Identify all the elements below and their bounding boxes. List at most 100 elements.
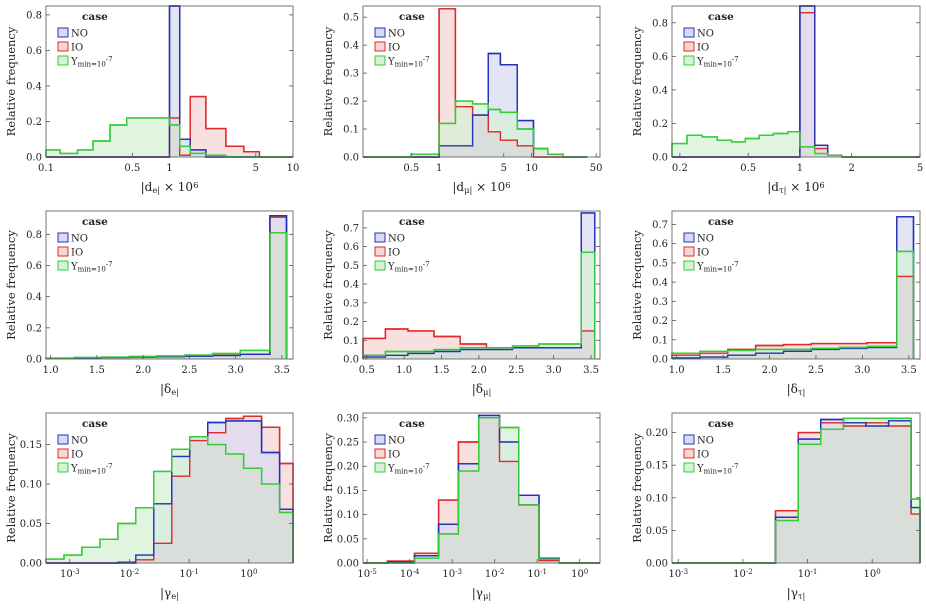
legend-label-io: IO xyxy=(388,248,400,259)
x-tick-label: 1 xyxy=(797,163,803,174)
x-tick-label: 0.5 xyxy=(124,163,140,174)
y-tick-label: 0.05 xyxy=(337,534,359,545)
legend-title: case xyxy=(708,11,734,23)
y-tick-label: 0.05 xyxy=(20,519,42,530)
y-tick-label: 0.3 xyxy=(343,69,359,80)
legend-swatch-no xyxy=(374,232,386,243)
x-tick-label: 10-1 xyxy=(527,568,547,580)
y-tick-label: 0.0 xyxy=(652,355,668,366)
legend-label-io: IO xyxy=(71,43,83,54)
legend-swatch-no xyxy=(374,27,386,38)
x-tick-label: 50 xyxy=(590,163,603,174)
legend-label-io: IO xyxy=(697,248,709,259)
plot-frame xyxy=(362,210,601,360)
x-tick-label: 3.0 xyxy=(854,365,870,376)
y-tick-label: 0.2 xyxy=(652,119,668,130)
x-tick-label: 1.5 xyxy=(434,365,450,376)
y-axis-label: Relative frequency xyxy=(4,433,18,543)
legend-label-no: NO xyxy=(388,29,405,40)
legend-label-y: Ymin=10-7 xyxy=(70,463,113,476)
legend: case NO IO Ymin=10-7 xyxy=(683,418,739,475)
legend-label-io: IO xyxy=(388,43,400,54)
y-tick-label: 0.0 xyxy=(26,355,42,366)
legend-swatch-y xyxy=(683,55,695,66)
y-tick-label: 0.2 xyxy=(652,316,668,327)
legend-label-y: Ymin=10-7 xyxy=(387,261,430,274)
legend-swatch-no xyxy=(683,27,695,38)
legend: case NO IO Ymin=10-7 xyxy=(683,216,739,274)
x-axis-label: |γτ| xyxy=(787,586,806,602)
y-axis-label: Relative frequency xyxy=(630,26,644,136)
legend-swatch-io xyxy=(374,448,386,459)
y-tick-label: 0.8 xyxy=(26,230,42,241)
legend: case NO IO Ymin=10-7 xyxy=(683,11,739,68)
x-tick-label: 0.5 xyxy=(740,163,756,174)
panel-6: 0.0 0.1 0.2 0.3 0.4 0.5 0.6 0.7 1.0 1.5 2.0 2.5 3.0 3… xyxy=(630,210,921,398)
x-axis-label: |γe| xyxy=(160,586,179,602)
legend-swatch-y xyxy=(683,462,695,473)
x-tick-label: 2.5 xyxy=(181,365,197,376)
legend-swatch-io xyxy=(374,246,386,257)
x-axis-label: |δμ| xyxy=(472,382,492,398)
x-tick-label: 100 xyxy=(864,568,881,580)
legend-label-io: IO xyxy=(697,43,709,54)
x-tick-label: 0.5 xyxy=(403,163,419,174)
panel-2: 0.0 0.1 0.2 0.3 0.4 0.5 0.5 1 5 10 50 Relative freq… xyxy=(321,5,603,196)
y-tick-label: 0.2 xyxy=(26,117,42,128)
y-tick-label: 0.5 xyxy=(652,258,668,269)
legend-label-y: Ymin=10-7 xyxy=(696,261,739,274)
y-tick-label: 0.6 xyxy=(343,242,359,253)
legend-label-y: Ymin=10-7 xyxy=(70,56,113,69)
series-outline-y xyxy=(45,232,288,359)
legend-label-y: Ymin=10-7 xyxy=(70,261,113,274)
legend: case NO IO Ymin=10-7 xyxy=(57,216,113,274)
panel-8: 0.00 0.05 0.10 0.15 0.20 0.25 0.30 10-5 10-4 10-3… xyxy=(321,412,601,602)
legend-title: case xyxy=(708,418,734,430)
legend-label-no: NO xyxy=(71,234,88,245)
panel-5: 0.0 0.1 0.2 0.3 0.4 0.5 0.6 0.7 0.5 1.0 1.5 2.0 2.5 3… xyxy=(321,210,601,398)
x-tick-label: 10-1 xyxy=(179,568,199,580)
legend-label-io: IO xyxy=(71,248,83,259)
legend-swatch-io xyxy=(57,448,69,459)
legend-swatch-no xyxy=(57,27,69,38)
series-outline-y xyxy=(363,100,588,158)
y-tick-label: 0.6 xyxy=(26,261,42,272)
legend-label-no: NO xyxy=(697,29,714,40)
overlap-fill xyxy=(363,330,595,359)
legend-label-y: Ymin=10-7 xyxy=(387,56,430,69)
y-tick-label: 0.4 xyxy=(26,292,42,303)
legend-swatch-io xyxy=(57,246,69,257)
legend-label-no: NO xyxy=(71,29,88,40)
y-tick-label: 0.2 xyxy=(343,317,359,328)
x-tick-label: 10-3 xyxy=(442,568,462,580)
overlap-fill xyxy=(363,417,600,563)
x-tick-label: 10 xyxy=(525,163,538,174)
plot-area xyxy=(672,211,920,359)
plot-frame xyxy=(45,412,294,564)
y-tick-label: 0.2 xyxy=(26,323,42,334)
x-axis-label: |dμ| × 106 xyxy=(452,180,510,196)
panel-9: 0.00 0.05 0.10 0.15 0.20 10-3 10-2 10-1 100 Relat… xyxy=(630,412,921,602)
series-outline-y xyxy=(363,417,600,564)
y-tick-label: 0.0 xyxy=(343,355,359,366)
series-outline-y xyxy=(45,117,293,158)
panel-7: 0.00 0.05 0.10 0.15 10-3 10-2 10-1 100 Relative … xyxy=(4,412,294,602)
y-tick-label: 0.15 xyxy=(646,461,668,472)
legend-swatch-no xyxy=(57,232,69,243)
y-tick-label: 0.00 xyxy=(646,559,668,570)
legend-swatch-y xyxy=(57,260,69,271)
y-tick-label: 0.3 xyxy=(652,297,668,308)
x-tick-label: 10-4 xyxy=(400,568,420,580)
x-tick-label: 3.5 xyxy=(901,365,917,376)
x-tick-label: 10-5 xyxy=(357,568,377,580)
x-tick-label: 1.0 xyxy=(669,365,685,376)
legend-title: case xyxy=(708,216,734,228)
y-tick-label: 0.10 xyxy=(337,510,359,521)
legend-title: case xyxy=(82,418,108,430)
y-tick-label: 0.25 xyxy=(337,438,359,449)
y-tick-label: 0.4 xyxy=(343,41,359,52)
legend: case NO IO Ymin=10-7 xyxy=(374,418,430,475)
x-tick-label: 1.0 xyxy=(396,365,412,376)
x-axis-label: |γμ| xyxy=(472,586,491,602)
y-tick-label: 0.10 xyxy=(20,480,42,491)
